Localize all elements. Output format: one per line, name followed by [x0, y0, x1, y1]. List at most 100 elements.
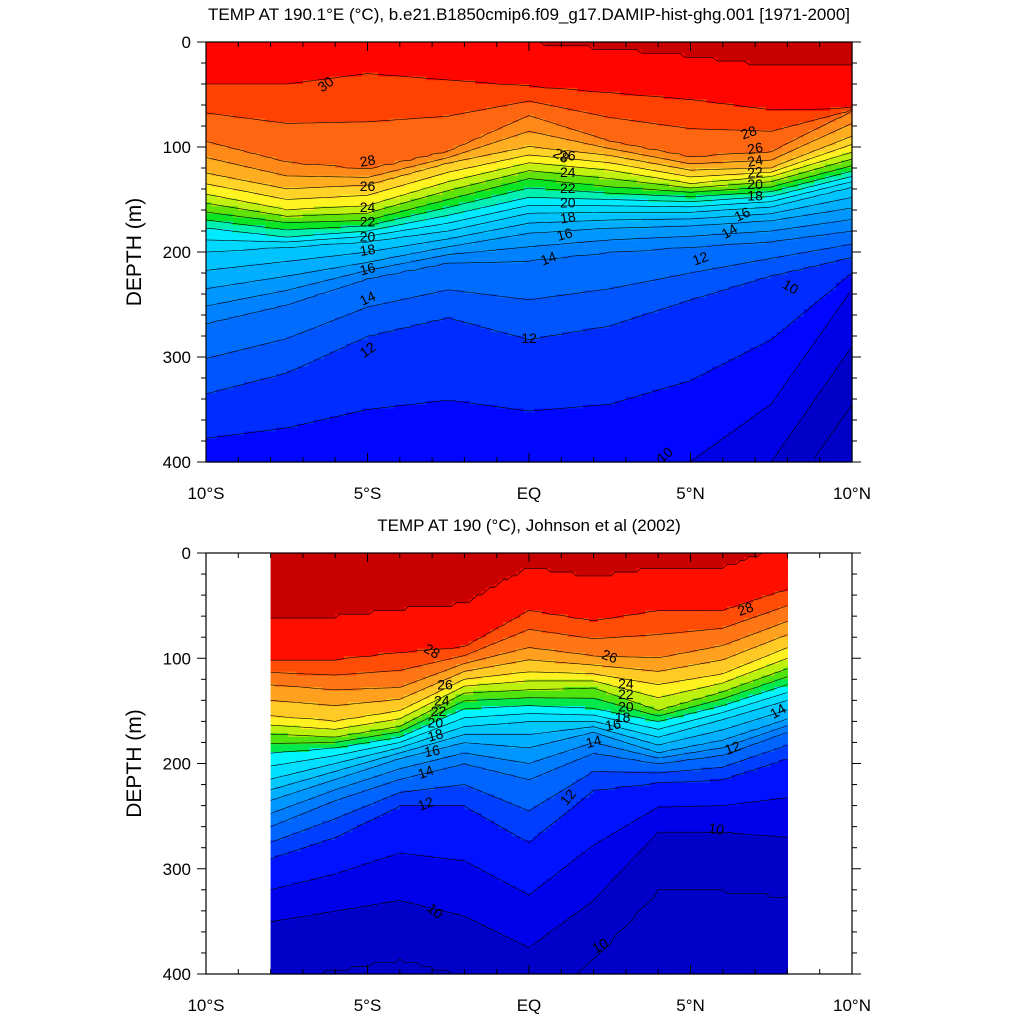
contour-cell — [335, 439, 341, 443]
contour-cell — [389, 141, 395, 145]
contour-cell — [368, 431, 374, 435]
contour-cell — [427, 351, 433, 355]
contour-cell — [211, 88, 217, 92]
contour-cell — [244, 172, 250, 176]
contour-cell — [378, 321, 384, 325]
contour-cell — [394, 84, 400, 88]
contour-cell — [330, 370, 336, 374]
contour-cell — [222, 172, 228, 176]
contour-cell — [308, 367, 314, 371]
contour-cell — [298, 187, 304, 191]
contour-cell — [211, 160, 217, 164]
contour-cell — [206, 241, 212, 245]
contour-cell — [335, 294, 341, 298]
contour-cell — [389, 412, 395, 416]
contour-cell — [411, 359, 417, 363]
contour-cell — [394, 92, 400, 96]
contour-cell — [276, 229, 282, 233]
contour-cell — [389, 221, 395, 225]
contour-cell — [249, 111, 255, 115]
contour-cell — [217, 454, 223, 458]
contour-cell — [292, 401, 298, 405]
contour-cell — [416, 61, 422, 65]
contour-cell — [411, 252, 417, 256]
contour-cell — [222, 69, 228, 73]
contour-cell — [319, 367, 325, 371]
contour-cell — [394, 286, 400, 290]
contour-cell — [448, 99, 454, 103]
contour-cell — [281, 210, 287, 214]
contour-cell — [394, 290, 400, 294]
contour-cell — [238, 454, 244, 458]
contour-cell — [351, 76, 357, 80]
contour-cell — [443, 428, 449, 432]
contour-cell — [228, 412, 234, 416]
contour-cell — [260, 328, 266, 332]
contour-cell — [281, 347, 287, 351]
contour-cell — [411, 122, 417, 126]
contour-cell — [319, 99, 325, 103]
contour-cell — [260, 424, 266, 428]
contour-cell — [421, 332, 427, 336]
contour-cell — [298, 351, 304, 355]
contour-cell — [211, 69, 217, 73]
contour-cell — [357, 145, 363, 149]
contour-cell — [378, 46, 384, 50]
contour-cell — [298, 317, 304, 321]
contour-cell — [324, 42, 330, 46]
contour-cell — [303, 202, 309, 206]
contour-cell — [217, 53, 223, 57]
contour-cell — [222, 118, 228, 122]
contour-cell — [394, 260, 400, 264]
contour-cell — [276, 405, 282, 409]
contour-cell — [335, 57, 341, 61]
contour-cell — [378, 397, 384, 401]
contour-cell — [411, 367, 417, 371]
contour-cell — [276, 321, 282, 325]
contour-cell — [292, 263, 298, 267]
contour-cell — [351, 454, 357, 458]
contour-cell — [373, 53, 379, 57]
contour-cell — [217, 164, 223, 168]
contour-cell — [405, 134, 411, 138]
contour-cell — [271, 351, 277, 355]
contour-cell — [217, 92, 223, 96]
contour-cell — [416, 412, 422, 416]
contour-cell — [287, 454, 293, 458]
contour-cell — [416, 443, 422, 447]
contour-cell — [351, 233, 357, 237]
contour-cell — [314, 168, 320, 172]
contour-cell — [303, 168, 309, 172]
contour-cell — [308, 321, 314, 325]
contour-cell — [314, 435, 320, 439]
contour-cell — [405, 317, 411, 321]
contour-cell — [437, 351, 443, 355]
contour-cell — [357, 286, 363, 290]
contour-cell — [271, 267, 277, 271]
contour-cell — [427, 271, 433, 275]
contour-cell — [303, 84, 309, 88]
contour-cell — [238, 401, 244, 405]
contour-cell — [324, 95, 330, 99]
contour-cell — [351, 168, 357, 172]
contour-cell — [405, 428, 411, 432]
contour-cell — [341, 187, 347, 191]
contour-cell — [357, 401, 363, 405]
contour-cell — [292, 447, 298, 451]
contour-cell — [265, 134, 271, 138]
contour-cell — [368, 279, 374, 283]
contour-cell — [411, 347, 417, 351]
contour-cell — [341, 202, 347, 206]
contour-cell — [298, 382, 304, 386]
contour-cell — [281, 351, 287, 355]
contour-cell — [211, 46, 217, 50]
contour-cell — [238, 244, 244, 248]
contour-cell — [427, 99, 433, 103]
contour-cell — [368, 435, 374, 439]
contour-cell — [378, 145, 384, 149]
contour-cell — [314, 347, 320, 351]
contour-cell — [405, 359, 411, 363]
contour-cell — [357, 53, 363, 57]
contour-cell — [314, 298, 320, 302]
contour-cell — [319, 134, 325, 138]
